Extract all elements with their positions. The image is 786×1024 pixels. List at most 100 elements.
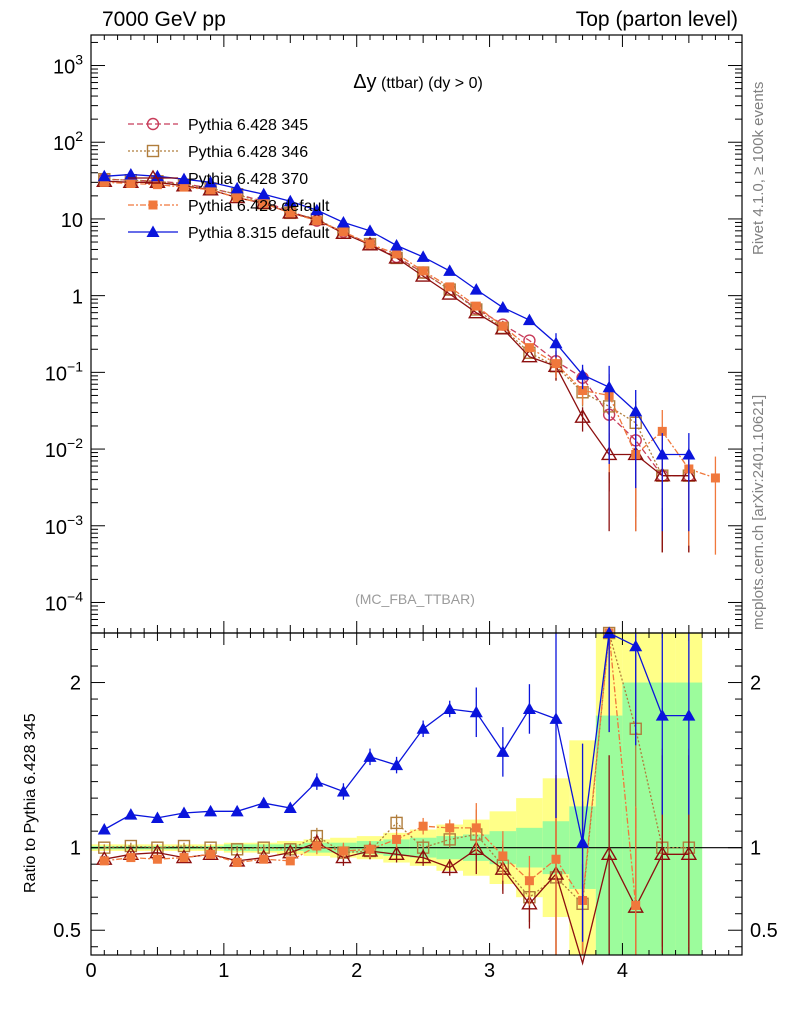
ratio-series — [96, 626, 698, 966]
plot-title: Δy (ttbar) (dy > 0) — [353, 71, 483, 93]
data-point — [310, 203, 324, 216]
data-point — [654, 845, 671, 860]
analysis-watermark: (MC_FBA_TTBAR) — [355, 591, 475, 607]
data-point — [388, 845, 405, 860]
data-point — [204, 804, 218, 817]
data-point — [522, 313, 536, 326]
mcplots-reference-label: mcplots.cern.ch [arXiv:2401.10621] — [750, 394, 767, 630]
ratio-y-tick-label: 0.5 — [53, 920, 81, 942]
data-point — [365, 239, 375, 249]
data-point — [682, 709, 696, 721]
data-point — [471, 823, 481, 833]
y-tick-label: 1 — [72, 287, 83, 309]
data-point — [365, 844, 375, 854]
data-point — [416, 250, 430, 262]
data-point — [524, 876, 534, 886]
data-point — [524, 343, 534, 353]
data-point — [445, 823, 455, 833]
legend-entry: Pythia 8.315 default — [188, 225, 330, 242]
data-point — [232, 858, 242, 868]
data-point — [124, 167, 138, 180]
data-point — [363, 224, 377, 236]
x-tick-label: 3 — [484, 960, 495, 982]
data-point — [418, 266, 428, 276]
data-point — [148, 200, 158, 210]
data-point — [126, 178, 136, 188]
data-point — [468, 304, 485, 319]
data-point — [498, 321, 508, 331]
data-point — [418, 821, 428, 831]
process-label: Top (parton level) — [575, 8, 738, 31]
legend-entry: Pythia 6.428 346 — [188, 144, 308, 161]
data-point — [390, 758, 404, 771]
data-point — [179, 182, 189, 192]
data-point — [285, 208, 295, 218]
data-point — [443, 702, 457, 714]
x-tick-label: 4 — [617, 960, 628, 982]
data-point — [549, 336, 563, 349]
data-point — [124, 808, 138, 820]
data-point — [680, 845, 698, 860]
legend-entry: Pythia 6.428 345 — [188, 117, 308, 134]
data-point — [232, 193, 242, 203]
data-point — [443, 264, 457, 276]
data-point — [335, 849, 352, 864]
lower-frame — [90, 632, 743, 956]
data-point — [629, 404, 643, 417]
y-tick-label: 10 — [61, 210, 83, 232]
data-point — [363, 750, 377, 762]
y-tick-label: 10−4 — [45, 588, 83, 615]
data-point — [144, 169, 162, 184]
data-point — [602, 380, 616, 393]
x-tick-label: 0 — [85, 960, 96, 982]
ratio-y-tick-label: 1 — [70, 838, 81, 860]
data-point — [206, 185, 216, 195]
series-line — [104, 181, 716, 479]
data-point — [257, 841, 270, 854]
series-pythia-8-315-default — [97, 167, 696, 532]
data-point — [126, 853, 136, 863]
data-point — [390, 816, 403, 830]
data-point — [99, 856, 109, 866]
data-point — [392, 249, 402, 259]
ratio-series-pythia-8-315-default — [97, 626, 696, 942]
data-point — [551, 359, 561, 369]
data-point — [574, 408, 591, 423]
data-point — [283, 194, 297, 207]
data-point — [312, 841, 322, 851]
data-point — [471, 301, 481, 311]
legend-entry: Pythia 6.428 370 — [188, 171, 308, 188]
mc-uncertainty-bands — [91, 633, 742, 955]
data-point — [655, 709, 669, 721]
data-point — [629, 639, 643, 652]
data-point — [631, 900, 641, 910]
data-point — [206, 849, 216, 859]
data-point — [336, 215, 350, 228]
data-point — [655, 447, 669, 460]
data-point — [441, 285, 458, 300]
data-point — [257, 796, 271, 809]
data-point — [392, 834, 402, 844]
data-point — [549, 712, 563, 724]
ratio-y-tick-label-right: 0.5 — [750, 920, 778, 942]
data-point — [682, 447, 696, 460]
data-point — [97, 169, 111, 182]
data-point — [146, 117, 160, 131]
series-line — [104, 178, 689, 477]
data-point — [336, 785, 350, 797]
data-point — [551, 854, 561, 864]
ratio-y-tick-label-right: 2 — [750, 673, 761, 695]
data-point — [179, 853, 189, 863]
data-point — [600, 845, 618, 860]
data-point — [283, 801, 297, 814]
data-series — [96, 167, 720, 555]
series-line — [104, 178, 689, 477]
ratio-y-tick-label-right: 1 — [750, 838, 761, 860]
legend-entry: Pythia 6.428 default — [188, 198, 330, 215]
data-point — [312, 216, 322, 226]
data-point — [97, 823, 111, 835]
data-point — [496, 301, 510, 313]
data-point — [152, 854, 162, 864]
